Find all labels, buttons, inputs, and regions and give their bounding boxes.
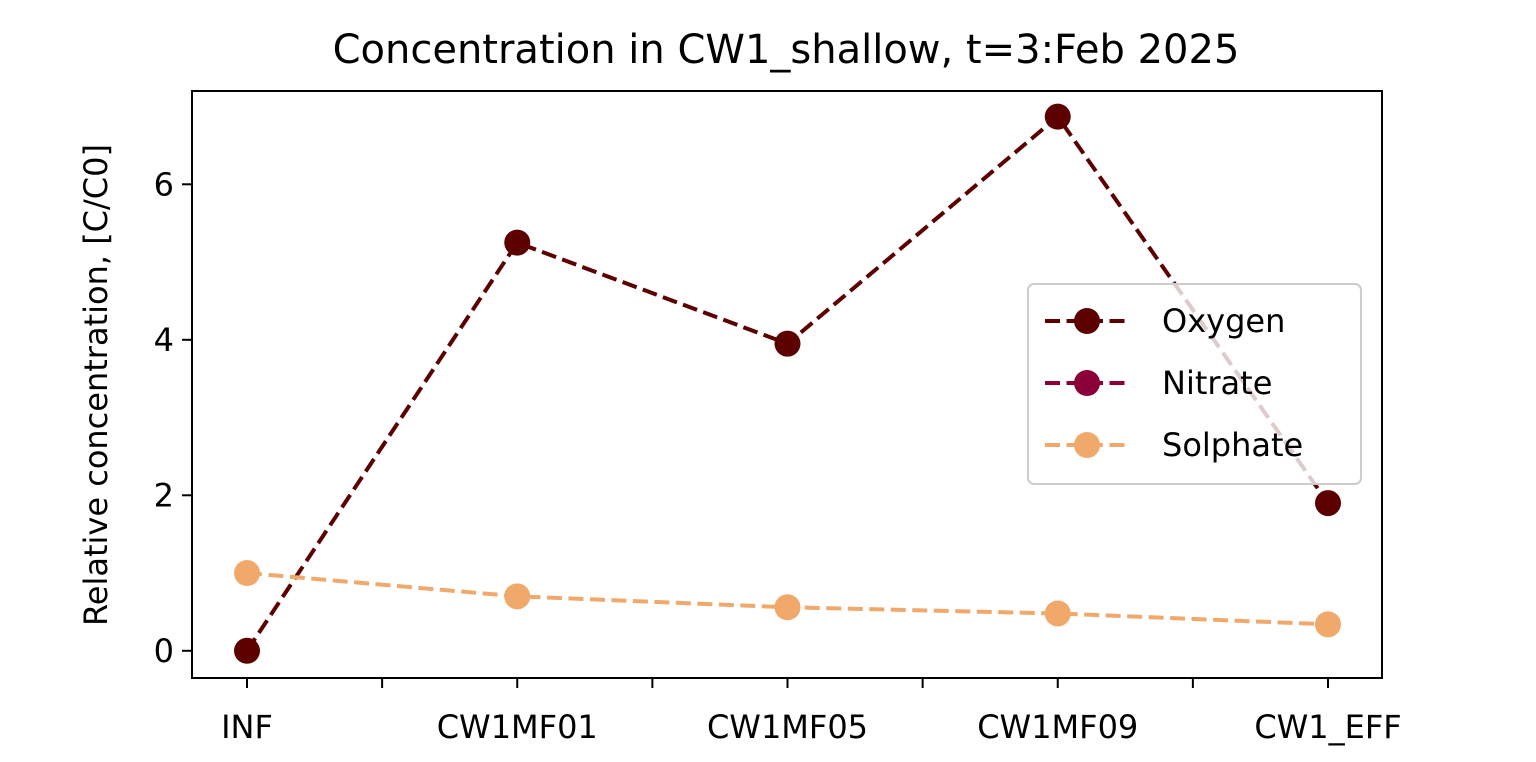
x-tick-label: INF (221, 708, 273, 746)
x-tick-label: CW1MF05 (707, 708, 868, 746)
series-solphate (234, 560, 1341, 638)
legend-label: Solphate (1162, 426, 1303, 464)
legend-marker (1074, 370, 1100, 396)
x-tick-label: CW1MF01 (437, 708, 598, 746)
data-point (1315, 611, 1341, 638)
data-point (1044, 103, 1071, 130)
y-tick-label: 0 (154, 632, 174, 670)
data-point (774, 594, 801, 621)
x-axis: INF CW1MF01 CW1MF05 CW1MF09 CW1_EFF (221, 678, 1402, 746)
data-point (234, 637, 260, 664)
legend-marker (1074, 432, 1100, 458)
data-point (1315, 490, 1341, 517)
y-axis-label: Relative concentration, [C/C0] (77, 144, 115, 626)
legend-item: Oxygen (1045, 302, 1285, 340)
y-tick-label: 2 (154, 476, 174, 514)
y-tick-label: 4 (154, 321, 174, 359)
x-tick-label: CW1MF09 (977, 708, 1138, 746)
legend-box (1027, 283, 1362, 485)
data-point (774, 330, 801, 357)
legend-item: Nitrate (1045, 364, 1272, 402)
data-point (1044, 600, 1071, 627)
data-point (504, 583, 531, 610)
series-oxygen (234, 103, 1341, 664)
x-tick-label: CW1_EFF (1254, 708, 1401, 746)
chart-title: Concentration in CW1_shallow, t=3:Feb 20… (333, 27, 1240, 73)
y-axis: 0 2 4 6 (154, 165, 192, 670)
legend-label: Nitrate (1162, 364, 1272, 402)
legend-marker (1074, 308, 1100, 334)
legend-item: Solphate (1045, 426, 1303, 464)
series-layer (234, 103, 1341, 664)
legend: Oxygen Nitrate Solphate (1027, 283, 1362, 485)
y-tick-label: 6 (154, 165, 174, 203)
legend-label: Oxygen (1162, 302, 1285, 340)
data-point (504, 229, 531, 256)
data-point (234, 560, 260, 587)
